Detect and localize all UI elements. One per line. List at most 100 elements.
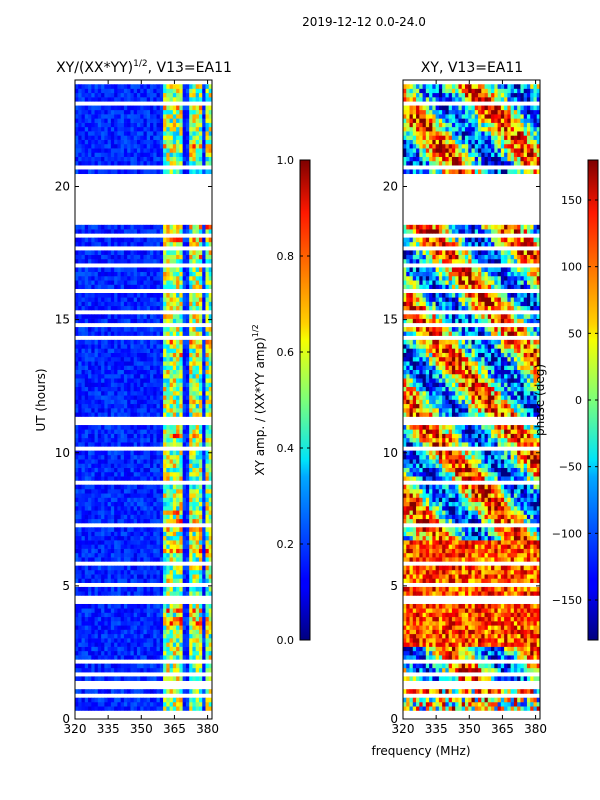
phase-cell (513, 676, 518, 681)
amp-cell (176, 271, 180, 277)
amp-cell (182, 638, 187, 643)
amp-cell (195, 463, 200, 468)
amp-cell (78, 437, 82, 443)
amp-cell (179, 386, 184, 392)
amp-cell (97, 352, 102, 358)
amp-cell (176, 348, 180, 353)
amp-cell (123, 169, 128, 175)
amp-cell (120, 616, 125, 622)
amp-cell (159, 442, 164, 447)
amp-cell (91, 689, 95, 694)
amp-cell (166, 135, 170, 140)
amp-cell (182, 237, 187, 243)
amp-cell (94, 114, 99, 119)
amp-cell (195, 565, 200, 571)
amp-cell (78, 501, 82, 507)
phase-cell (536, 697, 540, 703)
amp-cell (123, 229, 128, 234)
amp-cell (202, 463, 206, 468)
amp-cell (94, 510, 99, 515)
amp-cell (78, 625, 82, 630)
amp-cell (153, 459, 157, 464)
amp-cell (202, 403, 206, 409)
amp-cell (153, 471, 157, 477)
amp-cell (81, 314, 86, 319)
amp-cell (192, 386, 197, 392)
amp-cell (143, 135, 148, 140)
amp-cell (185, 488, 190, 494)
amp-cell (84, 378, 89, 383)
amp-cell (130, 425, 135, 430)
amp-cell (146, 629, 151, 635)
amp-cell (127, 629, 131, 635)
amp-cell (123, 224, 128, 230)
amp-cell (189, 105, 193, 111)
amp-cell (156, 373, 161, 379)
amp-cell (163, 663, 167, 669)
amp-cell (110, 667, 115, 673)
amp-cell (104, 361, 109, 366)
amp-cell (78, 331, 82, 336)
amp-cell (150, 152, 154, 157)
amp-cell (110, 616, 115, 622)
amp-cell (91, 348, 95, 353)
amp-cell (107, 318, 112, 324)
amp-cell (150, 378, 154, 383)
amp-cell (195, 557, 200, 562)
amp-cell (159, 510, 164, 515)
amp-cell (202, 488, 206, 494)
amp-cell (123, 531, 128, 537)
phase-cell (520, 676, 525, 681)
amp-cell (120, 148, 125, 153)
amp-cell (182, 139, 187, 145)
amp-cell (81, 160, 86, 166)
amp-cell (140, 518, 144, 524)
amp-cell (185, 544, 190, 549)
amp-cell (150, 633, 154, 639)
amp-cell (208, 454, 212, 460)
amp-cell (81, 118, 86, 123)
amp-cell (123, 339, 128, 345)
amp-cell (114, 339, 118, 345)
amp-cell (101, 361, 105, 366)
amp-cell (101, 557, 105, 562)
phase-cell (471, 701, 476, 707)
amp-cell (110, 569, 115, 575)
amp-cell (136, 241, 141, 247)
amp-cell (84, 258, 89, 264)
amp-cell (101, 442, 105, 447)
amp-cell (185, 518, 190, 524)
amp-cell (101, 305, 105, 311)
amp-cell (104, 540, 109, 545)
amp-cell (143, 701, 148, 707)
amp-cell (101, 390, 105, 396)
amp-cell (185, 258, 190, 264)
amp-cell (88, 126, 92, 132)
amp-cell (75, 591, 79, 596)
amp-cell (185, 493, 190, 498)
amp-cell (120, 314, 125, 319)
amp-cell (101, 344, 105, 349)
amp-cell (104, 667, 109, 673)
amp-cell (185, 540, 190, 545)
amp-cell (176, 331, 180, 336)
phase-cell (523, 667, 528, 673)
amp-cell (114, 459, 118, 464)
amp-cell (91, 616, 95, 622)
amp-cell (166, 612, 170, 618)
amp-cell (120, 250, 125, 255)
amp-cell (208, 237, 212, 243)
amp-cell (91, 229, 95, 234)
amp-cell (163, 297, 167, 302)
amp-cell (84, 331, 89, 336)
amp-cell (133, 378, 138, 383)
amp-cell (140, 250, 144, 255)
phase-cell (409, 706, 414, 711)
amp-cell (120, 706, 125, 711)
amp-cell (78, 318, 82, 324)
amp-cell (202, 412, 206, 417)
amp-cell (198, 578, 203, 583)
amp-cell (182, 591, 187, 596)
amp-cell (75, 348, 79, 353)
amp-cell (84, 493, 89, 498)
